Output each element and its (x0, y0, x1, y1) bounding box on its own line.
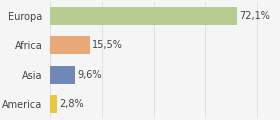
Bar (50, 7, 237, 25)
Bar (50, 66, 75, 84)
Bar (50, 95, 57, 113)
Bar (50, 36, 90, 54)
Text: 72,1%: 72,1% (239, 11, 270, 21)
Text: 15,5%: 15,5% (92, 40, 123, 50)
Text: 2,8%: 2,8% (59, 99, 84, 109)
Text: 9,6%: 9,6% (77, 70, 101, 80)
